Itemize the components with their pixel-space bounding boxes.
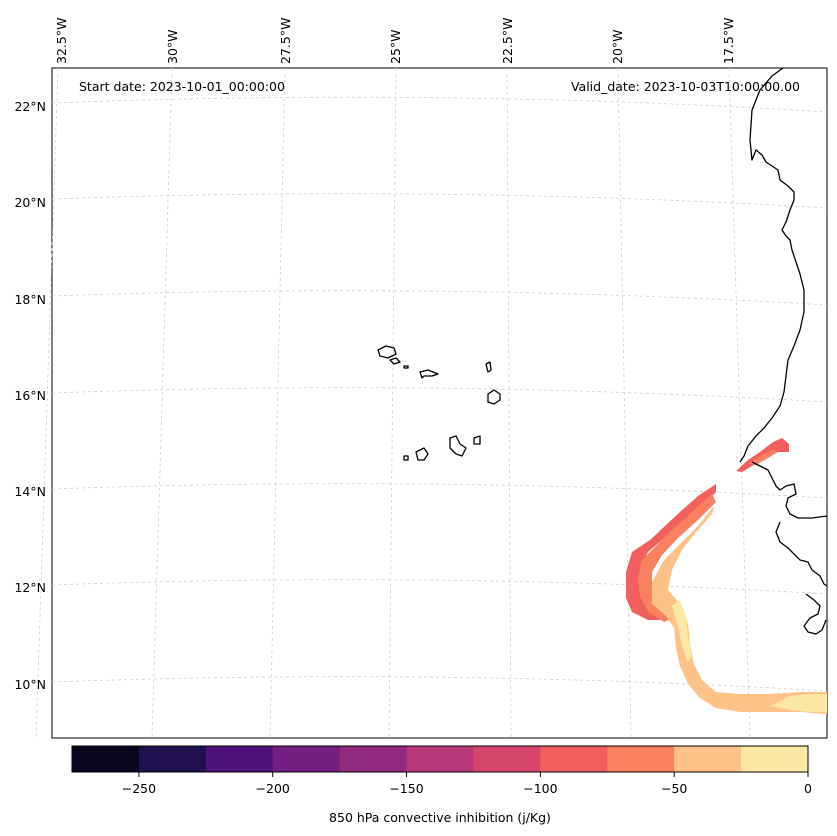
cin-patch-southeast-tail [770, 694, 827, 712]
colorbar: −250 −200 −150 −100 −50 0 850 hPa convec… [71, 745, 812, 825]
lon-label-22-5w: 22.5°W [500, 18, 515, 64]
colorbar-swatch [205, 746, 274, 772]
island-santa-luzia [403, 365, 409, 369]
colorbar-swatch [339, 746, 408, 772]
colorbar-swatch [473, 746, 541, 772]
africa-coastline [739, 67, 805, 463]
island-sao-nicolau [419, 369, 439, 379]
parallel-14n [51, 483, 828, 499]
coastlines [377, 67, 828, 635]
island-sao-vicente [389, 357, 401, 365]
lon-label-32-5w: 32.5°W [54, 18, 69, 64]
cbar-tick-label: −150 [389, 781, 423, 796]
lat-label-14n: 14°N [14, 484, 46, 499]
lon-label-25w: 25°W [388, 29, 403, 64]
colorbar-swatch [272, 746, 341, 772]
cin-patch-main-arc [652, 500, 827, 714]
africa-coastline-south [751, 461, 828, 635]
parallel-18n [51, 290, 828, 306]
meridian-32-5w [35, 67, 59, 739]
lon-label-17-5w: 17.5°W [721, 18, 736, 64]
lat-label-10n: 10°N [14, 677, 46, 692]
island-maio [473, 435, 481, 445]
cbar-tick-label: −250 [122, 781, 156, 796]
parallel-22n [51, 96, 828, 113]
colorbar-swatches [72, 746, 809, 772]
lat-label-22n: 22°N [14, 99, 46, 114]
island-sal [485, 361, 492, 373]
colorbar-label: 850 hPa convective inhibition (j/Kg) [329, 810, 551, 825]
colorbar-swatch [674, 746, 742, 772]
cin-patch-trough-west [626, 484, 716, 620]
colorbar-swatch [138, 746, 207, 772]
parallel-20n [51, 193, 828, 209]
colorbar-swatch [406, 746, 474, 772]
meridian-gridlines [35, 67, 751, 739]
meridian-20w [617, 67, 632, 739]
lon-label-30w: 30°W [165, 29, 180, 64]
colorbar-swatch [72, 746, 140, 772]
cin-contours [626, 438, 827, 714]
meridian-25w [388, 67, 397, 739]
colorbar-swatch [540, 746, 608, 772]
longitude-labels: 32.5°W 30°W 27.5°W 25°W 22.5°W 20°W 17.5… [54, 18, 736, 64]
parallel-gridlines [51, 96, 828, 692]
start-date-label: Start date: 2023-10-01_00:00:00 [79, 79, 285, 94]
island-santo-antao [377, 345, 397, 359]
colorbar-swatch [741, 746, 809, 772]
parallel-16n [51, 387, 828, 403]
lat-label-16n: 16°N [14, 388, 46, 403]
island-fogo [415, 447, 429, 461]
colorbar-ticks: −250 −200 −150 −100 −50 0 [122, 772, 812, 796]
meridian-17-5w [728, 67, 751, 739]
island-brava [403, 455, 409, 461]
cin-patch-near-zero [672, 600, 692, 662]
colorbar-swatch [607, 746, 675, 772]
lon-label-27-5w: 27.5°W [278, 18, 293, 64]
parallel-10n [51, 676, 828, 692]
cin-patch-senegal-inner [748, 450, 778, 465]
parallel-12n [51, 579, 828, 595]
cin-patch-trough-mid [638, 494, 716, 622]
colorbar-frame [71, 745, 809, 773]
valid-date-label: Valid_date: 2023-10-03T10:00:00.00 [571, 79, 800, 94]
cbar-tick-label: −50 [661, 781, 687, 796]
latitude-labels: 22°N 20°N 18°N 16°N 14°N 12°N 10°N [14, 99, 46, 692]
lat-label-20n: 20°N [14, 195, 46, 210]
lon-label-20w: 20°W [610, 29, 625, 64]
meridian-30w [151, 67, 173, 739]
map-frame [51, 67, 828, 739]
lat-label-12n: 12°N [14, 580, 46, 595]
map-panel: Start date: 2023-10-01_00:00:00 Valid_da… [35, 67, 828, 739]
cbar-tick-label: 0 [804, 781, 812, 796]
lat-label-18n: 18°N [14, 292, 46, 307]
island-santiago [449, 435, 467, 457]
meridian-27-5w [269, 67, 286, 739]
island-boa-vista [487, 389, 501, 405]
cbar-tick-label: −200 [256, 781, 290, 796]
meridian-22-5w [506, 67, 512, 739]
cbar-tick-label: −100 [523, 781, 557, 796]
